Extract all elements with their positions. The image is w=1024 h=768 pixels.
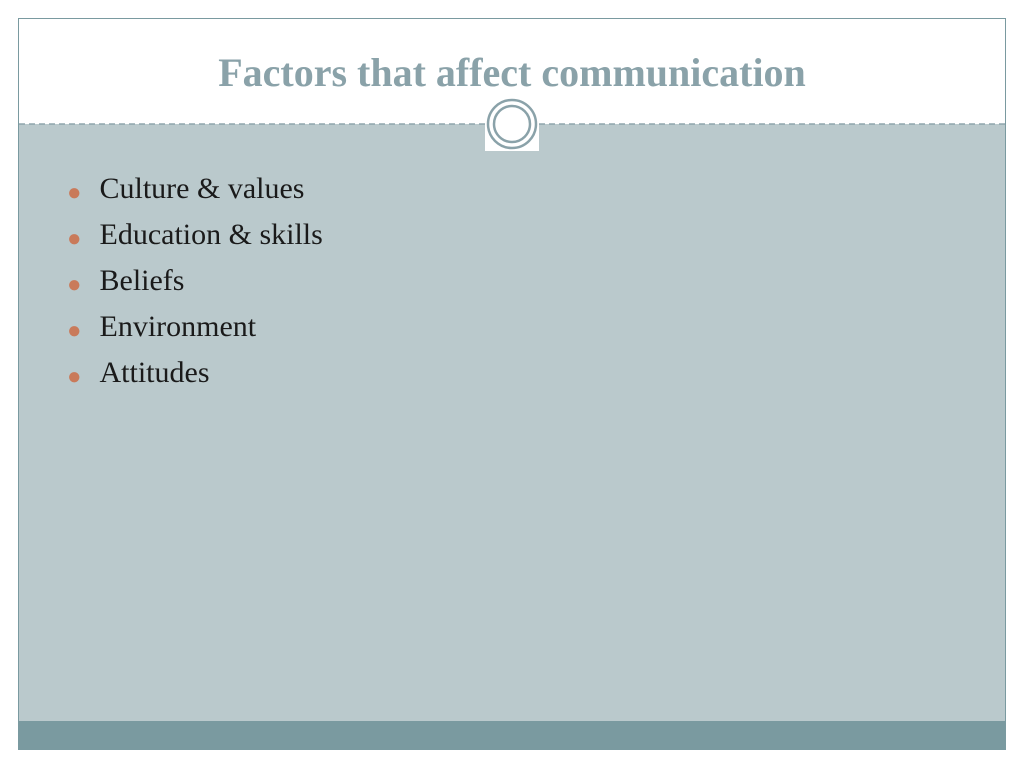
list-item: ● Culture & values xyxy=(67,172,985,206)
content-area: ● Culture & values ● Education & skills … xyxy=(19,124,1005,721)
bullet-text: Culture & values xyxy=(100,172,305,206)
bullet-icon: ● xyxy=(67,181,82,205)
list-item: ● Beliefs xyxy=(67,264,985,298)
slide-frame: Factors that affect communication ● Cult… xyxy=(18,18,1006,750)
bullet-icon: ● xyxy=(67,365,82,389)
bullet-icon: ● xyxy=(67,227,82,251)
slide-title: Factors that affect communication xyxy=(39,49,985,96)
list-item: ● Attitudes xyxy=(67,356,985,390)
bullet-icon: ● xyxy=(67,319,82,343)
list-item: ● Environment xyxy=(67,310,985,344)
bullet-text: Beliefs xyxy=(100,264,185,298)
bullet-text: Environment xyxy=(100,310,257,344)
bullet-text: Attitudes xyxy=(100,356,210,390)
circle-ornament-icon xyxy=(485,97,539,151)
bullet-icon: ● xyxy=(67,273,82,297)
bullet-text: Education & skills xyxy=(100,218,323,252)
footer-strip xyxy=(19,721,1005,749)
list-item: ● Education & skills xyxy=(67,218,985,252)
slide-outer: Factors that affect communication ● Cult… xyxy=(0,0,1024,768)
bullet-list: ● Culture & values ● Education & skills … xyxy=(67,172,985,390)
